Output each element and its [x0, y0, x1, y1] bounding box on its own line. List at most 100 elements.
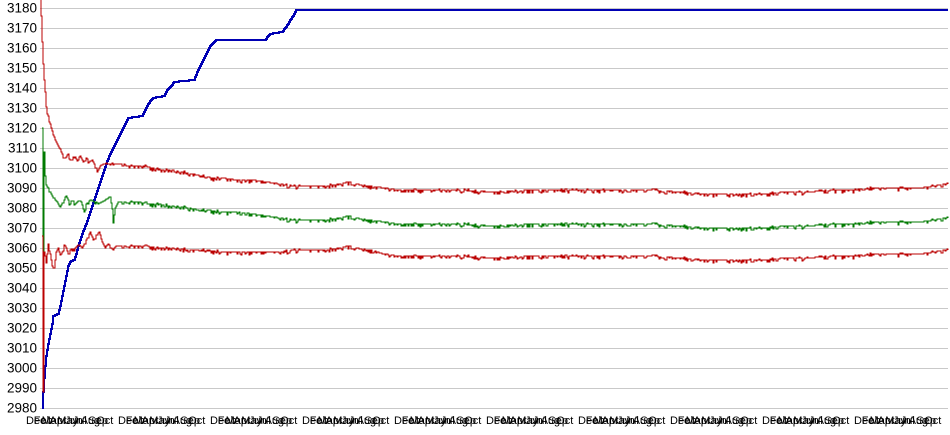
x-month-label: Aug: [81, 415, 101, 427]
y-tick-label: 3080: [7, 201, 37, 216]
x-month-label: Aug: [909, 415, 929, 427]
x-month-label: Apr: [785, 415, 802, 427]
x-month-label: Jun: [157, 415, 175, 427]
x-month-label: May: [517, 415, 538, 427]
x-month-label: Jul: [717, 415, 731, 427]
x-month-label: Dec: [210, 415, 230, 427]
x-month-label: Dec: [854, 415, 874, 427]
x-month-label: Jul: [901, 415, 915, 427]
x-month-label: Aug: [173, 415, 193, 427]
x-month-label: Oct: [96, 415, 113, 427]
y-tick-label: 3150: [7, 61, 37, 76]
x-month-label: Oct: [740, 415, 757, 427]
x-month-label: Oct: [556, 415, 573, 427]
x-month-label: May: [885, 415, 906, 427]
x-month-label: Sep: [916, 415, 936, 427]
lower-band-red-line: [42, 231, 949, 393]
x-month-label: Feb: [862, 415, 881, 427]
x-month-label: Mar: [594, 415, 613, 427]
x-month-label: Oct: [280, 415, 297, 427]
x-month-label: May: [241, 415, 262, 427]
x-month-label: Sep: [548, 415, 568, 427]
x-month-label: Jul: [349, 415, 363, 427]
mean-green-line: [42, 127, 949, 275]
x-month-label: Jul: [73, 415, 87, 427]
x-month-label: Aug: [541, 415, 561, 427]
y-axis-labels: 2980 2990 3000 3010 3020 3030 3040 3050 3060 3070…: [7, 1, 37, 416]
x-month-label: Oct: [924, 415, 941, 427]
x-month-label: Aug: [265, 415, 285, 427]
data-series: [40, 0, 949, 409]
x-month-label: May: [333, 415, 354, 427]
x-month-label: Aug: [817, 415, 837, 427]
x-month-label: Sep: [272, 415, 292, 427]
y-tick-label: 3010: [7, 341, 37, 356]
x-month-label: Feb: [770, 415, 789, 427]
y-tick-label: 3120: [7, 121, 37, 136]
x-month-label: Aug: [449, 415, 469, 427]
x-month-label: Oct: [464, 415, 481, 427]
x-month-label: Apr: [877, 415, 894, 427]
x-month-label: Sep: [456, 415, 476, 427]
x-month-label: Dec: [762, 415, 782, 427]
x-month-label: Jun: [525, 415, 543, 427]
x-month-label: May: [57, 415, 78, 427]
x-month-label: Sep: [732, 415, 752, 427]
x-month-label: Apr: [417, 415, 434, 427]
x-month-label: May: [149, 415, 170, 427]
x-month-label: Jun: [617, 415, 635, 427]
x-month-label: Dec: [578, 415, 598, 427]
x-month-label: Jun: [709, 415, 727, 427]
x-month-label: May: [793, 415, 814, 427]
x-month-label: Mar: [318, 415, 337, 427]
x-month-label: Mar: [502, 415, 521, 427]
x-month-label: Jun: [893, 415, 911, 427]
x-month-label: Dec: [118, 415, 138, 427]
x-month-label: Jul: [165, 415, 179, 427]
y-tick-label: 3110: [8, 141, 37, 156]
x-month-label: Feb: [678, 415, 697, 427]
x-month-label: Jun: [801, 415, 819, 427]
x-month-label: Dec: [26, 415, 46, 427]
x-month-label: Mar: [870, 415, 889, 427]
x-month-label: Sep: [180, 415, 200, 427]
x-month-label: Jul: [441, 415, 455, 427]
x-month-label: Dec: [302, 415, 322, 427]
y-tick-label: 3170: [7, 21, 37, 36]
y-tick-label: 3060: [7, 241, 37, 256]
x-month-label: Sep: [824, 415, 844, 427]
y-tick-label: 3040: [7, 281, 37, 296]
x-month-label: Apr: [141, 415, 158, 427]
y-tick-label: 3020: [7, 321, 37, 336]
cumulative-blue-line: [42, 9, 948, 409]
x-month-label: Apr: [325, 415, 342, 427]
y-tick-label: 3140: [7, 81, 37, 96]
x-month-label: Feb: [494, 415, 513, 427]
y-tick-label: 3130: [7, 101, 37, 116]
x-month-label: Dec: [670, 415, 690, 427]
x-month-label: Sep: [364, 415, 384, 427]
x-month-label: Apr: [509, 415, 526, 427]
x-month-label: Feb: [402, 415, 421, 427]
x-month-label: Mar: [686, 415, 705, 427]
x-month-label: Apr: [601, 415, 618, 427]
y-tick-label: 2990: [7, 381, 37, 396]
x-month-label: Jun: [249, 415, 267, 427]
x-month-label: Aug: [725, 415, 745, 427]
y-tick-label: 3180: [7, 1, 37, 16]
x-month-label: Mar: [42, 415, 61, 427]
x-month-label: May: [609, 415, 630, 427]
x-month-label: Oct: [372, 415, 389, 427]
x-month-label: Aug: [633, 415, 653, 427]
x-month-label: Mar: [410, 415, 429, 427]
x-month-label: Aug: [357, 415, 377, 427]
upper-band-red-line: [40, 0, 949, 198]
x-month-label: Sep: [640, 415, 660, 427]
x-month-label: Feb: [310, 415, 329, 427]
x-month-label: Dec: [486, 415, 506, 427]
y-tick-label: 3160: [7, 41, 37, 56]
y-tick-label: 3090: [7, 181, 37, 196]
x-month-label: Oct: [648, 415, 665, 427]
x-month-label: Mar: [778, 415, 797, 427]
